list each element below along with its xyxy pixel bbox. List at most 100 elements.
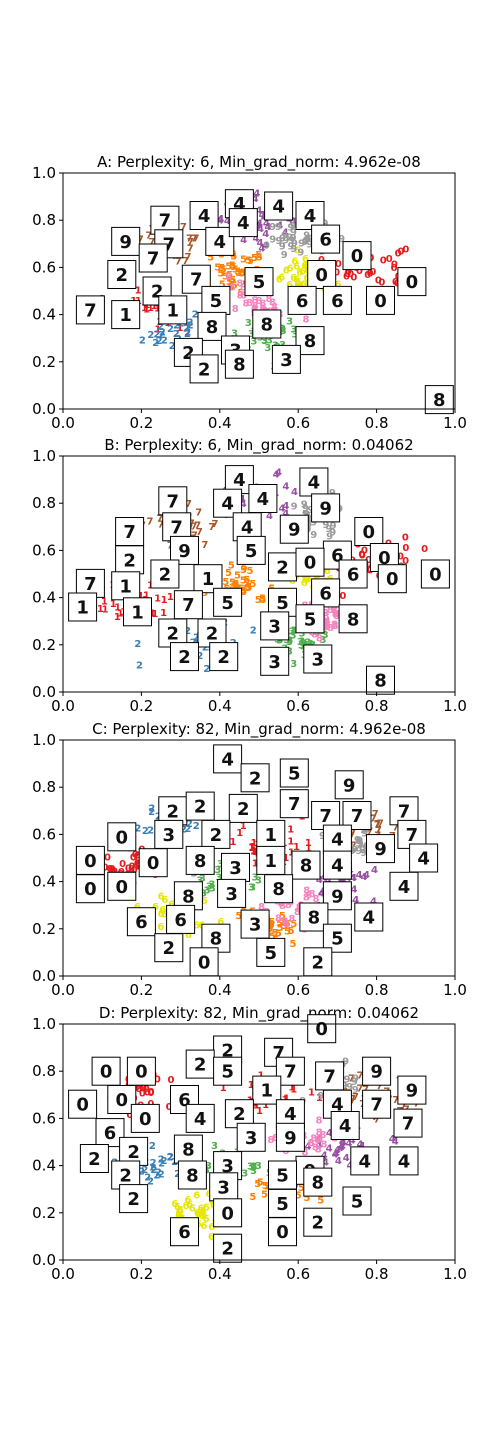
scatter-point: 5 xyxy=(247,256,254,267)
scatter-point: 1 xyxy=(161,595,168,606)
scatter-point: 5 xyxy=(277,923,284,934)
thumbnail-frame xyxy=(236,1122,266,1152)
thumbnail-frame xyxy=(322,923,352,953)
digit-thumbnail: 9 xyxy=(279,514,309,544)
scatter-point: 6 xyxy=(295,277,302,288)
scatter-point: 9 xyxy=(330,521,337,532)
scatter-point: 0 xyxy=(367,268,374,279)
thumbnail-frame xyxy=(268,1217,297,1247)
scatter-point: 4 xyxy=(257,238,264,249)
digit-thumbnail: 3 xyxy=(303,644,333,674)
scatter-point: 2 xyxy=(150,1165,157,1176)
digit-thumbnail: 6 xyxy=(170,1217,199,1247)
scatter-point: 7 xyxy=(370,814,377,825)
scatter-point: 2 xyxy=(167,1153,174,1164)
thumbnail-frame xyxy=(213,744,243,774)
scatter-point: 8 xyxy=(303,893,310,904)
thumbnail-digit: 4 xyxy=(339,1116,352,1137)
scatter-point: 0 xyxy=(350,272,357,283)
scatter-point: 2 xyxy=(184,626,191,637)
digit-thumbnail: 1 xyxy=(256,845,286,875)
scatter-point: 5 xyxy=(264,1181,271,1192)
digit-thumbnail: 3 xyxy=(260,646,290,676)
digit-thumbnail: 0 xyxy=(68,1089,98,1119)
scatter-point: 6 xyxy=(199,1206,206,1217)
scatter-point: 9 xyxy=(355,838,362,849)
scatter-point: 3 xyxy=(322,630,329,641)
scatter-point: 7 xyxy=(373,1115,380,1126)
scatter-point: 2 xyxy=(193,632,200,643)
thumbnail-digit: 7 xyxy=(84,300,97,321)
scatter-point: 4 xyxy=(326,1144,333,1155)
scatter-point: 3 xyxy=(261,336,268,347)
thumbnail-frame xyxy=(330,1111,360,1140)
scatter-point: 4 xyxy=(282,227,289,238)
scatter-point: 8 xyxy=(283,919,290,930)
thumbnail-digit: 2 xyxy=(206,624,219,645)
scatter-point: 5 xyxy=(226,277,233,288)
thumbnail-digit: 2 xyxy=(249,768,262,789)
scatter-point: 9 xyxy=(362,843,369,854)
scatter-point: 9 xyxy=(290,244,297,255)
thumbnail-frame xyxy=(185,791,215,821)
thumbnail-digit: 9 xyxy=(331,886,344,907)
thumbnail-frame xyxy=(342,1186,372,1216)
scatter-point: 4 xyxy=(318,888,325,899)
thumbnail-digit: 8 xyxy=(182,886,195,907)
thumbnail-frame xyxy=(91,1056,121,1086)
scatter-point: 6 xyxy=(294,246,301,257)
digit-thumbnail: 8 xyxy=(197,311,227,341)
digit-thumbnail: 2 xyxy=(119,1184,149,1214)
scatter-point: 6 xyxy=(301,261,308,272)
scatter-point: 1 xyxy=(240,821,247,832)
digit-thumbnail: 0 xyxy=(397,267,427,297)
thumbnail-digit: 7 xyxy=(190,270,203,291)
scatter-point: 0 xyxy=(391,260,398,271)
scatter-point: 9 xyxy=(349,846,356,857)
scatter-point: 6 xyxy=(278,272,285,283)
scatter-point: 5 xyxy=(230,581,237,592)
thumbnail-frame xyxy=(275,1122,305,1152)
scatter-point: 2 xyxy=(183,323,190,334)
scatter-point: 1 xyxy=(102,605,109,616)
y-tick-label: 0.0 xyxy=(32,967,56,985)
scatter-point: 1 xyxy=(149,609,156,620)
scatter-point: 9 xyxy=(301,500,308,511)
scatter-point: 9 xyxy=(360,848,367,859)
scatter-point: 0 xyxy=(166,1102,173,1113)
scatter-point: 7 xyxy=(156,514,163,525)
thumbnail-digit: 7 xyxy=(284,1062,297,1083)
scatter-point: 1 xyxy=(308,1087,315,1098)
scatter-point: 2 xyxy=(155,1167,162,1178)
digit-thumbnail: 5 xyxy=(279,758,309,788)
scatter-point: 0 xyxy=(359,550,366,561)
scatter-point: 3 xyxy=(299,629,306,640)
scatter-point: 6 xyxy=(177,1205,184,1216)
scatter-point: 3 xyxy=(289,627,296,638)
scatter-point: 7 xyxy=(352,1092,359,1103)
digit-thumbnail: 4 xyxy=(322,1089,352,1119)
digit-thumbnail: 2 xyxy=(185,1049,215,1079)
digit-thumbnail: 0 xyxy=(75,845,105,875)
y-tick-label: 1.0 xyxy=(32,731,56,749)
thumbnail-digit: 2 xyxy=(221,1239,234,1260)
digit-thumbnail: 4 xyxy=(389,1146,419,1176)
scatter-point: 0 xyxy=(398,247,405,258)
y-tick-label: 0.4 xyxy=(32,873,56,891)
scatter-point: 0 xyxy=(119,859,126,870)
scatter-point: 8 xyxy=(240,282,247,293)
thumbnail-digit: 0 xyxy=(406,272,419,293)
thumbnail-frame xyxy=(279,514,309,544)
scatter-point: 1 xyxy=(248,1080,255,1091)
thumbnail-frame xyxy=(185,1103,215,1133)
scatter-point: 7 xyxy=(191,233,198,244)
thumbnail-frame xyxy=(291,850,321,880)
x-tick-label: 0.6 xyxy=(286,414,310,432)
thumbnail-frame xyxy=(189,201,219,230)
scatter-point: 7 xyxy=(208,522,215,533)
digit-thumbnail: 0 xyxy=(130,1103,160,1133)
scatter-point: 8 xyxy=(324,620,331,631)
chart-panel-1: B: Perplexity: 6, Min_grad_norm: 0.04062… xyxy=(32,436,467,715)
scatter-point: 5 xyxy=(290,919,297,930)
